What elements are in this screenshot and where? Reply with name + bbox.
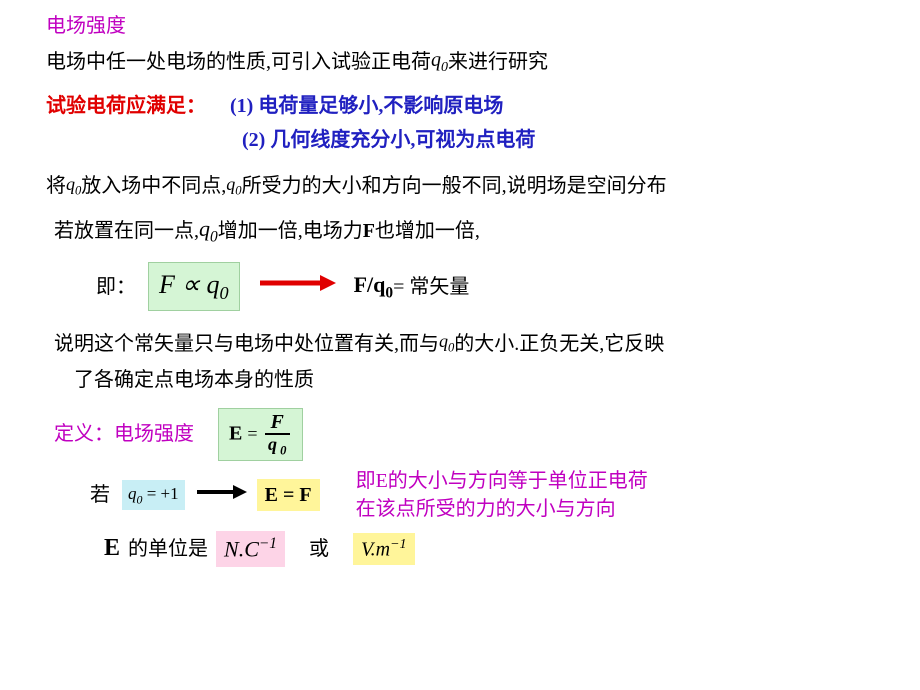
definition-label: 定义：电场强度: [54, 420, 194, 448]
intro-text-a: 电场中任一处电场的性质,可引入试验正电荷: [46, 48, 431, 76]
conditions-row: 试验电荷应满足： (1) 电荷量足够小,不影响原电场: [46, 92, 874, 120]
formula-EF: E = F: [257, 479, 320, 511]
unit-nc: N.C−1: [216, 531, 285, 567]
p3-a: 若放置在同一点,: [54, 217, 199, 245]
unit-row: E 的单位是 N.C−1 或 V.m−1: [104, 531, 874, 567]
frac-num: F: [265, 411, 290, 435]
definition-formula: E = F q 0: [218, 408, 303, 461]
paragraph-4: 说明这个常矢量只与电场中处位置有关,而与 q0 的大小.正负无关,它反映: [54, 329, 874, 357]
formula-const: = 常矢量: [393, 273, 469, 301]
condition-1: (1) 电荷量足够小,不影响原电场: [230, 92, 503, 120]
p2-b: 放入场中不同点,: [81, 172, 226, 200]
p4-b: 的大小.正负无关,它反映: [454, 330, 664, 358]
q0-plus1: q0 = +1: [122, 480, 185, 510]
formula-fq0: F/q0: [354, 270, 394, 304]
paragraph-5: 了各确定点电场本身的性质: [74, 366, 874, 394]
unit-E: E: [104, 532, 120, 566]
formula-row-1: 即： F ∝ q0 F/q0 = 常矢量: [96, 262, 874, 312]
paragraph-3: 若放置在同一点, q0 增加一倍,电场力 F 也增加一倍,: [54, 214, 874, 248]
F-bold: F: [363, 217, 375, 245]
arrow-black-icon: [195, 481, 247, 509]
p2-a: 将: [46, 172, 66, 200]
paragraph-2: 将 q0 放入场中不同点, q0 所受力的大小和方向一般不同,说明场是空间分布: [46, 172, 874, 200]
q0-mid: q0: [199, 214, 218, 248]
unit-vm: V.m−1: [353, 533, 415, 566]
q0-small-3: q0: [439, 329, 454, 357]
condition-2: (2) 几何线度充分小,可视为点电荷: [242, 126, 874, 154]
p3-b: 增加一倍,电场力: [218, 217, 363, 245]
ji-label: 即：: [96, 273, 136, 301]
intro-text-b: 来进行研究: [448, 48, 548, 76]
q0-symbol: q0: [431, 46, 448, 78]
formula-propto: F ∝ q0: [148, 262, 240, 312]
q0-small-1: q0: [66, 172, 81, 200]
frac-den: q 0: [262, 435, 292, 458]
unit-text: 的单位是: [128, 535, 208, 563]
fraction: F q 0: [262, 411, 292, 458]
definition-row: 定义：电场强度 E = F q 0: [54, 408, 874, 461]
note-block: 即E的大小与方向等于单位正电荷 在该点所受的力的大小与方向: [356, 467, 648, 523]
q0-small-2: q0: [226, 172, 241, 200]
slide-root: 电场强度 电场中任一处电场的性质,可引入试验正电荷 q0 来进行研究 试验电荷应…: [0, 0, 920, 583]
p4-a: 说明这个常矢量只与电场中处位置有关,而与: [54, 330, 439, 358]
arrow-red-icon: [258, 273, 336, 301]
intro-line: 电场中任一处电场的性质,可引入试验正电荷 q0 来进行研究: [46, 46, 874, 78]
p2-c: 所受力的大小和方向一般不同,说明场是空间分布: [242, 172, 667, 200]
conditions-label: 试验电荷应满足：: [46, 92, 206, 120]
unit-or: 或: [309, 535, 329, 563]
note-line-2: 在该点所受的力的大小与方向: [356, 495, 648, 523]
p3-c: 也增加一倍,: [375, 217, 480, 245]
ruo-label: 若: [90, 481, 110, 509]
def-eq: =: [247, 423, 262, 443]
ruo-row: 若 q0 = +1 E = F 即E的大小与方向等于单位正电荷 在该点所受的力的…: [90, 467, 874, 523]
note-line-1: 即E的大小与方向等于单位正电荷: [356, 467, 648, 495]
def-E: E: [229, 422, 242, 444]
title-line: 电场强度: [46, 12, 874, 40]
